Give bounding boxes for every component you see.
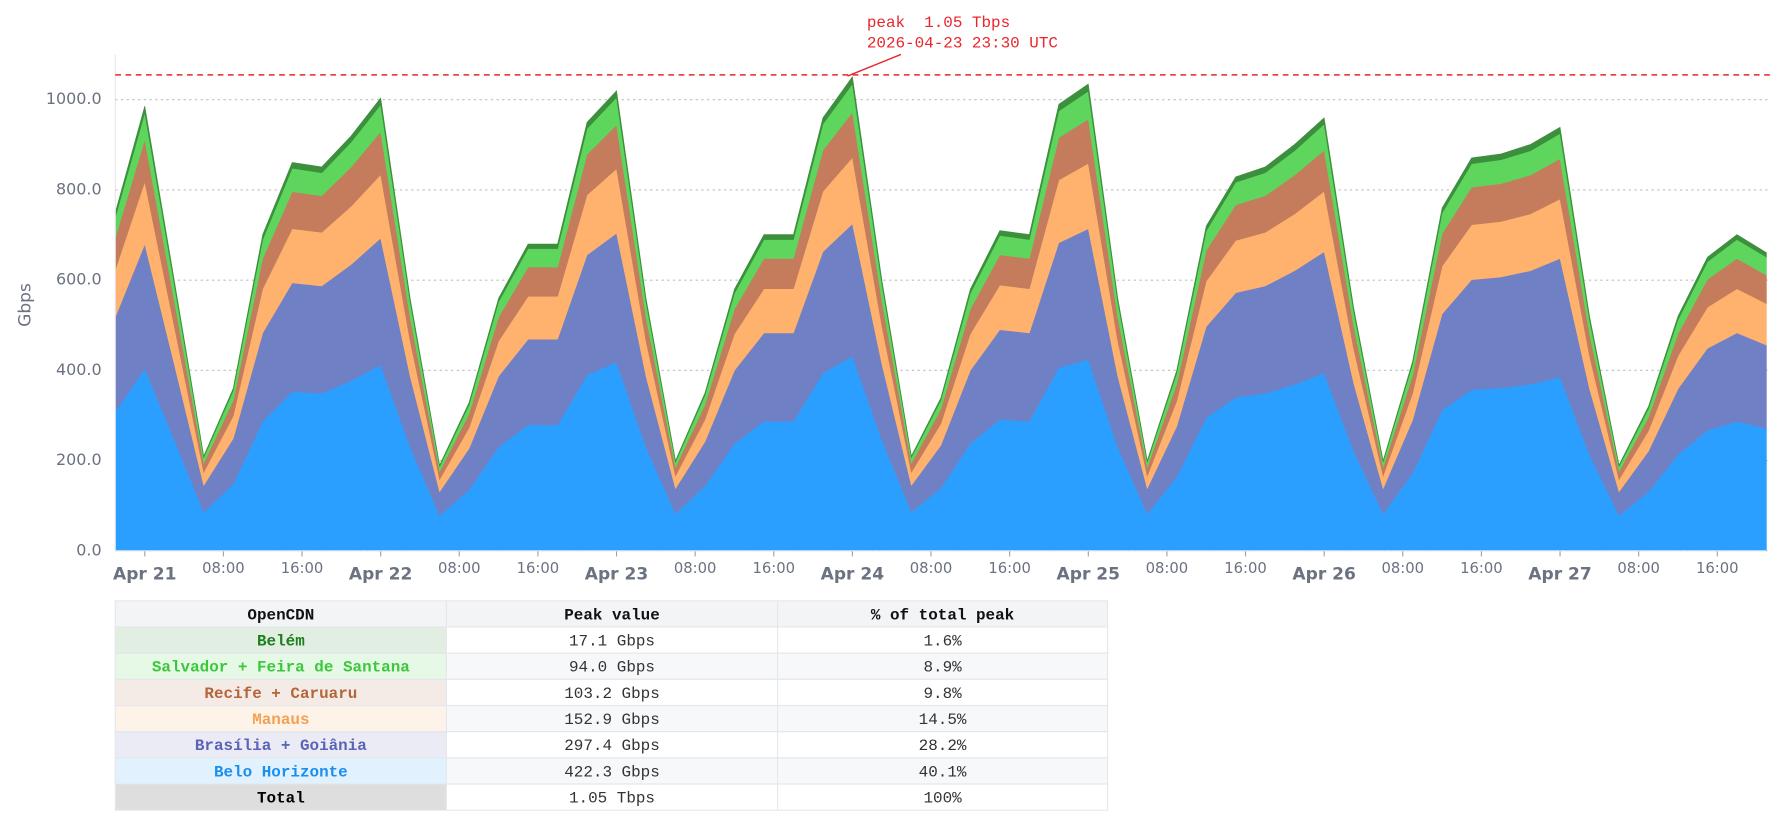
- x-tick-label: 16:00: [1224, 560, 1267, 577]
- table-row-label: Manaus: [252, 711, 309, 729]
- x-tick-label: 08:00: [1381, 560, 1424, 577]
- y-tick-label: 800.0: [56, 179, 102, 198]
- x-tick-label: 08:00: [674, 560, 717, 577]
- table: OpenCDN Peak value % of total peak Belém 17.…: [114, 600, 1109, 811]
- peak-pointer: [847, 53, 902, 77]
- table-cell: [114, 626, 448, 654]
- table-cell: [777, 783, 1109, 811]
- table-value: 94.0 Gbps: [569, 659, 655, 677]
- table-row-label: Belo Horizonte: [214, 763, 348, 781]
- y-tick-label: 400.0: [56, 360, 102, 379]
- table-cell: [114, 652, 448, 680]
- y-tick-label: 200.0: [56, 450, 102, 469]
- x-tick-label: 16:00: [988, 560, 1031, 577]
- table-value: 17.1 Gbps: [569, 632, 655, 650]
- table-cell: [114, 731, 448, 759]
- table-value: 152.9 Gbps: [564, 711, 660, 729]
- x-tick-label: Apr 27: [1528, 565, 1591, 585]
- area: [115, 75, 1767, 468]
- x-tick-label: 16:00: [1696, 560, 1739, 577]
- table-value: 9.8%: [923, 685, 962, 703]
- x-tick-label: 16:00: [281, 560, 324, 577]
- y-axis-label: Gbps: [15, 283, 35, 327]
- table-value: 100%: [923, 789, 962, 807]
- table-cell: [114, 704, 448, 733]
- x-tick-label: 08:00: [1146, 560, 1189, 577]
- table-cell: [114, 757, 448, 785]
- table-value: 40.1%: [919, 763, 967, 781]
- table-value: 297.4 Gbps: [564, 737, 660, 755]
- table-header-cell: [777, 600, 1109, 628]
- x-tick-label: 08:00: [1617, 560, 1660, 577]
- table-value: 103.2 Gbps: [564, 685, 660, 703]
- x-tick-label: Apr 24: [821, 565, 885, 585]
- table-cell: [777, 626, 1109, 654]
- table-value: 28.2%: [919, 737, 967, 755]
- table-row-label: Brasília + Goiânia: [195, 737, 367, 755]
- y-tick-label: 0.0: [76, 540, 101, 559]
- table-row-label: Belém: [257, 632, 305, 650]
- x-tick-label: 08:00: [438, 560, 481, 577]
- x-tick-label: 16:00: [752, 560, 795, 577]
- table-cell: [777, 678, 1109, 707]
- x-tick-label: 16:00: [517, 560, 560, 577]
- x-tick-label: Apr 22: [349, 565, 412, 585]
- table-cell: [114, 783, 448, 811]
- table-cell: [777, 757, 1109, 785]
- x-tick-label: Apr 21: [113, 565, 176, 585]
- table-cell: [777, 731, 1109, 759]
- x-tick-label: 08:00: [202, 560, 245, 577]
- table-value: 1.6%: [923, 632, 962, 650]
- x-tick-label: 08:00: [910, 560, 953, 577]
- y-tick-label: 600.0: [56, 270, 102, 289]
- x-tick-label: Apr 26: [1292, 565, 1355, 585]
- table-header: % of total peak: [871, 606, 1015, 624]
- table-value: 14.5%: [919, 711, 967, 729]
- x-tick-label: Apr 23: [585, 565, 648, 585]
- y-tick-label: 1000.0: [46, 89, 102, 108]
- table-value: 8.9%: [923, 659, 962, 677]
- table-cell: [445, 783, 779, 811]
- areas: [115, 75, 1767, 552]
- table-header: OpenCDN: [247, 606, 314, 624]
- x-tick-label: 16:00: [1460, 560, 1503, 577]
- peak-annotation: peak 1.05 Tbps: [867, 14, 1010, 32]
- table-cell: [445, 626, 779, 654]
- table-value: 1.05 Tbps: [569, 789, 655, 807]
- peak-annotation: 2026-04-23 23:30 UTC: [867, 34, 1058, 52]
- x-tick-label: Apr 25: [1057, 565, 1120, 585]
- table-value: 422.3 Gbps: [564, 763, 660, 781]
- table-row-label: Total: [257, 789, 305, 807]
- axes: 0.0 200.0 400.0 600.0 800.0 1000.0 Apr 21 08:00…: [46, 54, 1767, 585]
- table-cell: [777, 652, 1109, 680]
- table-header: Peak value: [564, 606, 660, 624]
- table-row-label: Salvador + Feira de Santana: [152, 659, 410, 677]
- table-cell: [114, 678, 448, 707]
- table-row-label: Recife + Caruaru: [204, 685, 357, 703]
- table-cell: [445, 704, 779, 733]
